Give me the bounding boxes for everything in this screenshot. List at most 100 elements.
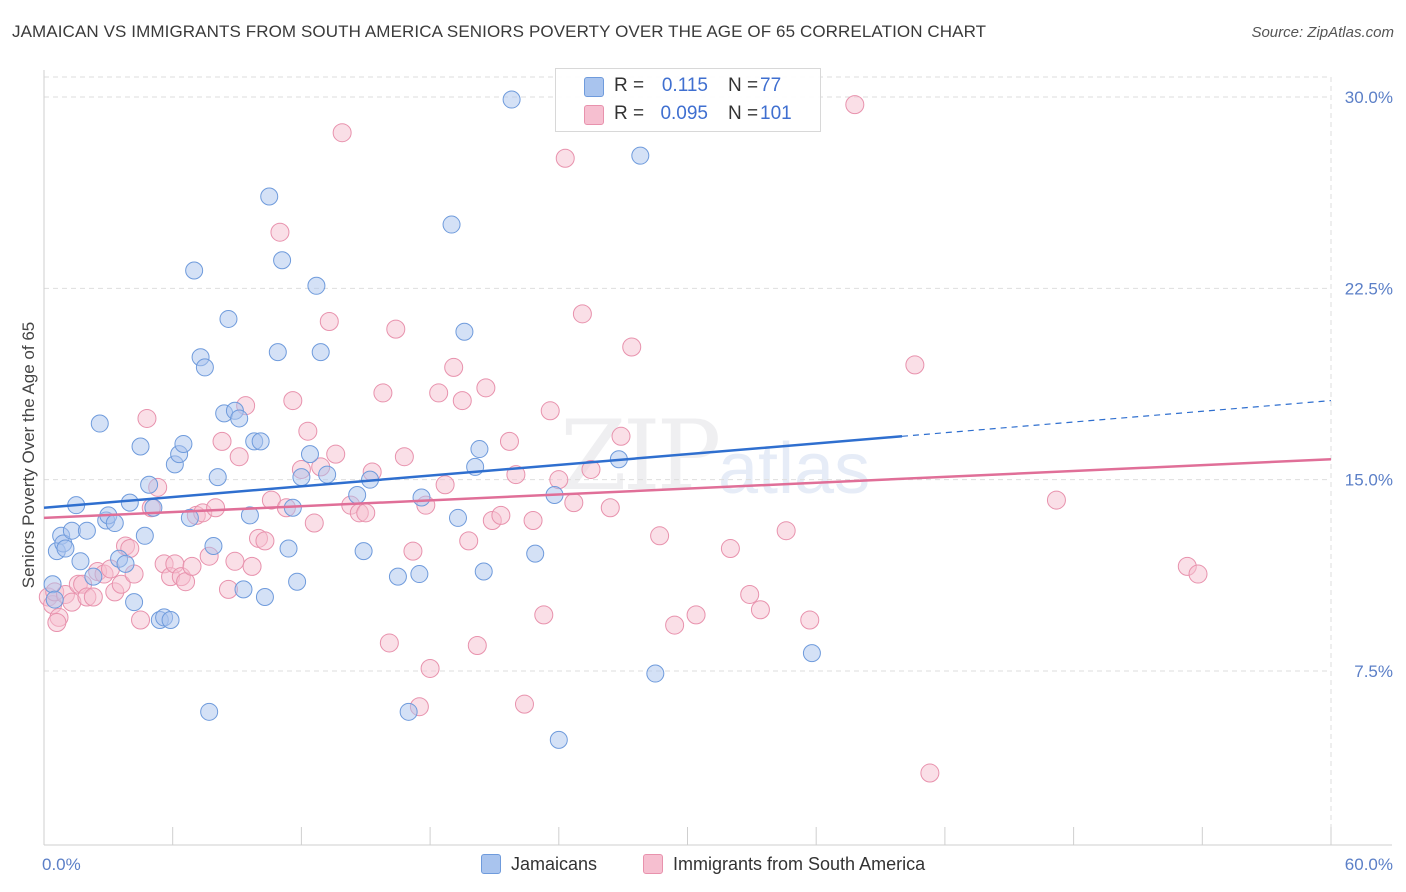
data-point-immigrants <box>905 355 925 375</box>
source-credit: Source: ZipAtlas.com <box>1251 24 1394 41</box>
x-tick-label-max: 60.0% <box>1345 855 1393 874</box>
data-point-jamaicans <box>448 508 467 527</box>
data-point-jamaicans <box>125 593 144 612</box>
data-point-immigrants <box>452 391 472 411</box>
data-point-jamaicans <box>311 343 330 362</box>
data-point-jamaicans <box>251 432 270 451</box>
data-point-immigrants <box>523 510 543 530</box>
y-axis-label: Seniors Poverty Over the Age of 65 <box>19 322 38 588</box>
y-tick-label: 30.0% <box>1345 88 1393 107</box>
data-point-jamaicans <box>318 465 337 484</box>
r-value: 0.115 <box>661 75 708 96</box>
data-point-jamaicans <box>802 644 821 663</box>
data-point-jamaicans <box>195 358 214 377</box>
data-point-immigrants <box>555 148 575 168</box>
data-point-immigrants <box>111 574 131 594</box>
y-tick-label: 7.5% <box>1354 662 1393 681</box>
data-point-jamaicans <box>292 468 311 487</box>
data-point-jamaicans <box>230 409 249 428</box>
data-point-jamaicans <box>204 536 223 555</box>
data-point-immigrants <box>242 556 262 576</box>
data-point-jamaicans <box>399 702 418 721</box>
data-point-jamaicans <box>135 526 154 545</box>
data-point-immigrants <box>572 304 592 324</box>
data-point-immigrants <box>379 633 399 653</box>
data-point-jamaicans <box>348 485 367 504</box>
data-point-immigrants <box>298 421 318 441</box>
data-point-jamaicans <box>71 552 90 571</box>
data-point-immigrants <box>800 610 820 630</box>
legend-item-immigrants[interactable]: Immigrants from South America <box>643 852 925 876</box>
stats-legend-box: R = 0.115 N = 77 R = 0.095 N = 101 <box>555 68 821 132</box>
data-point-jamaicans <box>84 567 103 586</box>
data-point-jamaicans <box>77 521 96 540</box>
data-point-jamaicans <box>549 730 568 749</box>
data-point-jamaicans <box>260 187 279 206</box>
data-point-jamaicans <box>631 146 650 165</box>
data-point-immigrants <box>283 391 303 411</box>
data-point-immigrants <box>255 531 275 551</box>
data-point-jamaicans <box>180 508 199 527</box>
immigrants-legend-swatch <box>643 854 663 874</box>
trend-line-jamaicans <box>43 435 903 509</box>
data-point-jamaicans <box>219 309 238 328</box>
data-point-immigrants <box>920 763 940 783</box>
data-point-immigrants <box>1046 490 1066 510</box>
data-point-jamaicans <box>388 567 407 586</box>
data-point-jamaicans <box>307 276 326 295</box>
data-point-immigrants <box>1188 564 1208 584</box>
data-point-jamaicans <box>470 440 489 459</box>
tick-labels: 7.5% 15.0% 22.5% 30.0% 0.0% 60.0% <box>42 88 1393 874</box>
data-point-jamaicans <box>502 90 521 109</box>
y-tick-label: 15.0% <box>1345 471 1393 490</box>
data-point-immigrants <box>740 584 760 604</box>
data-point-jamaicans <box>279 539 298 558</box>
data-point-immigrants <box>514 694 534 714</box>
data-point-jamaicans <box>45 590 64 609</box>
data-point-immigrants <box>326 444 346 464</box>
legend-label-jamaicans: Jamaicans <box>511 853 598 874</box>
data-point-immigrants <box>429 383 449 403</box>
data-point-immigrants <box>686 605 706 625</box>
data-point-immigrants <box>435 475 455 495</box>
data-point-immigrants <box>47 613 67 633</box>
data-point-jamaicans <box>105 514 124 533</box>
data-point-jamaicans <box>234 580 253 599</box>
data-point-immigrants <box>356 503 376 523</box>
data-point-immigrants <box>206 498 226 518</box>
jamaicans-legend-swatch <box>481 854 501 874</box>
data-point-immigrants <box>581 459 601 479</box>
x-tick-label-min: 0.0% <box>42 855 81 874</box>
data-point-immigrants <box>776 521 796 541</box>
data-point-immigrants <box>845 95 865 115</box>
data-point-jamaicans <box>131 437 150 456</box>
data-point-jamaicans <box>116 554 135 573</box>
data-point-immigrants <box>386 319 406 339</box>
data-point-immigrants <box>564 493 584 513</box>
data-point-immigrants <box>304 513 324 533</box>
data-point-immigrants <box>444 357 464 377</box>
data-point-immigrants <box>491 505 511 525</box>
r-label: R = <box>614 75 645 96</box>
trend-line-jamaicans-extension <box>901 399 1332 437</box>
data-point-immigrants <box>270 222 290 242</box>
r-value: 0.095 <box>660 103 708 124</box>
data-point-immigrants <box>229 447 249 467</box>
data-point-immigrants <box>540 401 560 421</box>
data-point-immigrants <box>611 426 631 446</box>
data-point-immigrants <box>720 539 740 559</box>
stats-row-jamaicans: R = 0.115 N = 77 <box>556 73 820 101</box>
stats-row-immigrants: R = 0.095 N = 101 <box>556 101 820 129</box>
data-point-jamaicans <box>140 475 159 494</box>
data-point-immigrants <box>182 556 202 576</box>
data-point-jamaicans <box>273 251 292 270</box>
data-point-jamaicans <box>90 414 109 433</box>
data-point-immigrants <box>394 447 414 467</box>
trend-line-immigrants <box>43 458 1332 520</box>
data-point-immigrants <box>332 123 352 143</box>
data-point-jamaicans <box>120 493 139 512</box>
data-point-jamaicans <box>646 664 665 683</box>
data-point-immigrants <box>665 615 685 635</box>
legend-item-jamaicans[interactable]: Jamaicans <box>481 852 597 876</box>
chart-title: JAMAICAN VS IMMIGRANTS FROM SOUTH AMERIC… <box>12 22 987 41</box>
